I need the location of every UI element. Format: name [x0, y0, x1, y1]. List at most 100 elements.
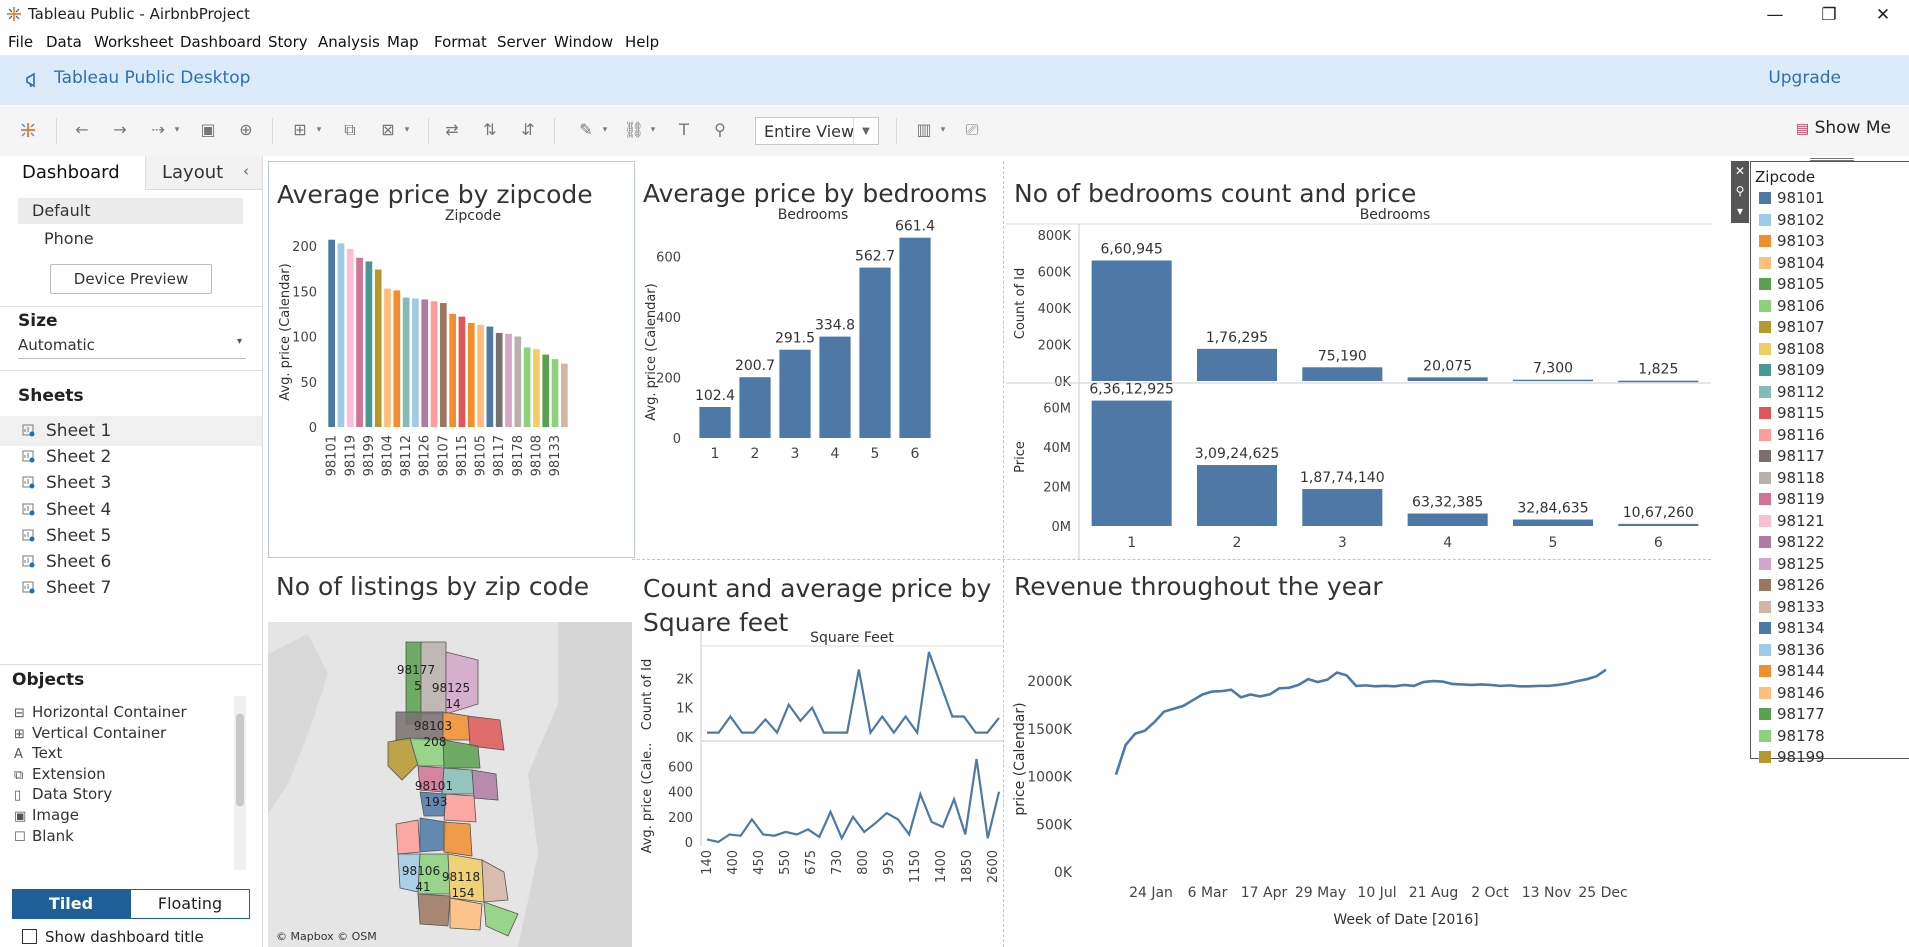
legend-item[interactable]: 98112 [1759, 382, 1825, 403]
legend-item[interactable]: 98133 [1759, 597, 1825, 618]
legend-resize-grip[interactable] [1810, 158, 1854, 171]
show-cards-dropdown-icon[interactable]: ▾ [940, 125, 946, 135]
panel-avg-price-bedrooms[interactable]: Average price by bedrooms Bedrooms Avg. p… [635, 161, 1000, 556]
highlight-icon[interactable]: ✎ [579, 120, 593, 139]
tab-dashboard[interactable]: Dashboard [0, 156, 145, 190]
legend-item[interactable]: 98121 [1759, 511, 1825, 532]
replay-icon[interactable]: ⇢ [151, 120, 165, 139]
duplicate-sheet-icon[interactable]: ⧉ [344, 120, 356, 139]
menu-dashboard[interactable]: Dashboard [180, 33, 262, 51]
maximize-button[interactable]: ❐ [1821, 5, 1837, 25]
upgrade-link[interactable]: Upgrade [1768, 68, 1841, 88]
replay-dropdown-icon[interactable]: ▾ [174, 125, 180, 135]
legend-item[interactable]: 98115 [1759, 403, 1825, 424]
objects-scrollbar[interactable] [234, 696, 246, 870]
object-item[interactable]: ▯ Data Story [14, 782, 112, 806]
menu-format[interactable]: Format [434, 33, 487, 51]
object-item[interactable]: ☐ Blank [14, 824, 74, 848]
close-window-button[interactable]: ✕ [1875, 5, 1891, 25]
zipcode-map[interactable]: 98177 5 98125 14 98103 208 98101 193 98106 41 9811… [268, 554, 632, 947]
size-dropdown[interactable]: Automatic ▾ [18, 336, 246, 359]
legend-item[interactable]: 98105 [1759, 274, 1825, 295]
fix-axes-icon[interactable]: ⚲ [714, 120, 726, 139]
legend-item[interactable]: 98122 [1759, 532, 1825, 553]
show-mark-labels-icon[interactable]: T [679, 120, 689, 139]
clear-sheet-icon[interactable]: ⊠ [381, 120, 395, 139]
highlight-dropdown-icon[interactable]: ▾ [602, 125, 608, 135]
legend-item[interactable]: 98119 [1759, 489, 1825, 510]
sheet-item[interactable]: Sheet 1 [0, 416, 262, 446]
zipcode-color-legend[interactable]: Zipcode 98101 98102 98103 98104 98105 98106 98… [1750, 161, 1909, 766]
sheet-item[interactable]: Sheet 7 [0, 573, 262, 603]
legend-item[interactable]: 98178 [1759, 726, 1825, 747]
legend-item[interactable]: 98103 [1759, 231, 1825, 252]
object-item[interactable]: A Text [14, 741, 62, 765]
legend-item[interactable]: 98102 [1759, 210, 1825, 231]
menu-data[interactable]: Data [46, 33, 82, 51]
sheet-item[interactable]: Sheet 5 [0, 521, 262, 551]
panel-listings-map[interactable]: No of listings by zip code 98177 5 98125 14… [268, 554, 632, 947]
device-preview-button[interactable]: Device Preview [50, 264, 212, 294]
menu-map[interactable]: Map [387, 33, 419, 51]
sheet-item[interactable]: Sheet 3 [0, 468, 262, 498]
legend-item[interactable]: 98199 [1759, 747, 1825, 768]
legend-item[interactable]: 98116 [1759, 425, 1825, 446]
object-item[interactable]: ⊞ Vertical Container [14, 721, 166, 745]
legend-item[interactable]: 98104 [1759, 253, 1825, 274]
pin-icon[interactable]: ⚲ [1735, 184, 1745, 198]
panel-count-price-sqft[interactable]: Count and average price by Square feet Sq… [635, 554, 1003, 947]
group-members-icon[interactable]: ⛓ [623, 120, 645, 139]
legend-item[interactable]: 98126 [1759, 575, 1825, 596]
new-worksheet-icon[interactable]: ⊞ [293, 120, 307, 139]
sheet-item[interactable]: Sheet 6 [0, 547, 262, 577]
menu-help[interactable]: Help [625, 33, 660, 51]
menu-file[interactable]: File [8, 33, 34, 51]
menu-server[interactable]: Server [497, 33, 547, 51]
menu-worksheet[interactable]: Worksheet [94, 33, 174, 51]
tab-layout[interactable]: Layout [145, 156, 262, 190]
legend-item[interactable]: 98106 [1759, 296, 1825, 317]
panel-bedrooms-count-price[interactable]: No of bedrooms count and price Bedrooms C… [1006, 161, 1711, 559]
legend-item[interactable]: 98125 [1759, 554, 1825, 575]
sheet-item[interactable]: Sheet 2 [0, 442, 262, 472]
tiled-button[interactable]: Tiled [12, 889, 130, 919]
new-data-source-icon[interactable]: ⊕ [239, 120, 253, 139]
menu-analysis[interactable]: Analysis [318, 33, 380, 51]
show-cards-icon[interactable]: ▥ [916, 120, 932, 139]
legend-item[interactable]: 98118 [1759, 468, 1825, 489]
floating-button[interactable]: Floating [130, 889, 250, 919]
legend-item[interactable]: 98101 [1759, 188, 1825, 209]
presentation-mode-icon[interactable]: ⎚ [965, 120, 979, 139]
panel-revenue-year[interactable]: Revenue throughout the year price (Calen… [1006, 554, 1711, 947]
legend-item[interactable]: 98134 [1759, 618, 1825, 639]
device-phone[interactable]: Phone [44, 229, 94, 248]
legend-item[interactable]: 98144 [1759, 661, 1825, 682]
minimize-button[interactable]: — [1766, 5, 1784, 25]
redo-icon[interactable]: → [113, 120, 127, 139]
sort-descending-icon[interactable]: ⇵ [521, 120, 535, 139]
group-dropdown-icon[interactable]: ▾ [650, 125, 656, 135]
tableau-logo-icon[interactable] [16, 118, 40, 142]
object-item[interactable]: ⊟ Horizontal Container [14, 700, 187, 724]
legend-item[interactable]: 98177 [1759, 704, 1825, 725]
sheet-item[interactable]: Sheet 4 [0, 495, 262, 525]
device-default[interactable]: Default [18, 198, 243, 224]
menu-story[interactable]: Story [268, 33, 308, 51]
close-icon[interactable]: ✕ [1734, 164, 1746, 178]
save-icon[interactable]: ▣ [200, 120, 216, 139]
swap-rows-columns-icon[interactable]: ⇄ [445, 120, 459, 139]
object-item[interactable]: ▣ Image [14, 803, 79, 827]
show-me-button[interactable]: ▤ Show Me [1796, 118, 1891, 138]
panel-avg-price-zipcode[interactable]: Average price by zipcode Zipcode Avg. pri… [268, 161, 635, 558]
menu-window[interactable]: Window [554, 33, 614, 51]
legend-item[interactable]: 98146 [1759, 683, 1825, 704]
object-item[interactable]: ⧉ Extension [14, 762, 106, 786]
legend-menu-icon[interactable]: ▾ [1736, 204, 1744, 218]
clear-sheet-dropdown-icon[interactable]: ▾ [404, 125, 410, 135]
collapse-pane-icon[interactable]: ‹ [243, 162, 249, 180]
undo-icon[interactable]: ← [75, 120, 89, 139]
legend-item[interactable]: 98107 [1759, 317, 1825, 338]
sort-ascending-icon[interactable]: ⇅ [483, 120, 497, 139]
legend-item[interactable]: 98109 [1759, 360, 1825, 381]
view-size-dropdown[interactable]: Entire View ▼ [755, 117, 879, 145]
